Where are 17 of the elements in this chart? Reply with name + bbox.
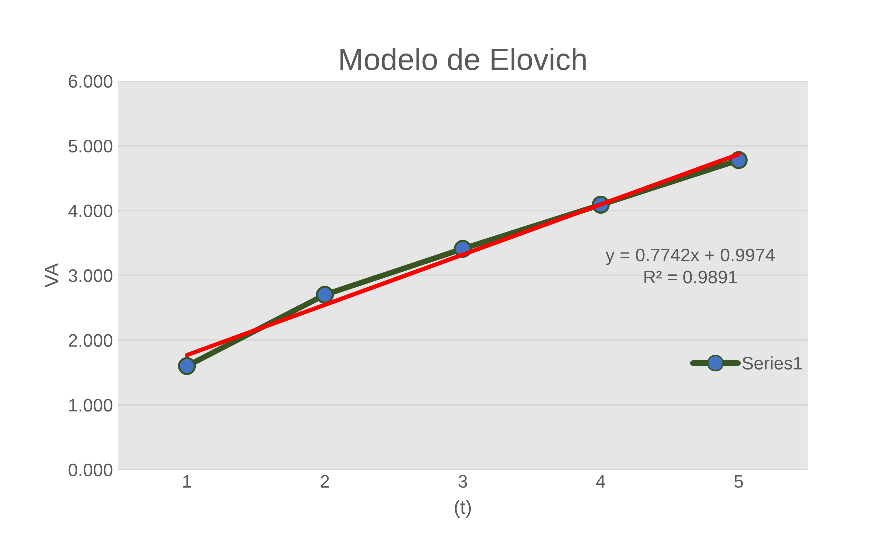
x-tick-label: 3 bbox=[458, 475, 468, 488]
y-tick-label: 1.000 bbox=[70, 399, 113, 412]
legend-label: Series1 bbox=[742, 356, 802, 370]
y-tick-label: 4.000 bbox=[68, 204, 113, 218]
x-tick-label: 2 bbox=[320, 475, 330, 488]
y-tick-label: 3.000 bbox=[68, 270, 113, 282]
x-tick-label: 1 bbox=[184, 475, 192, 488]
x-axis-title: (t) bbox=[455, 500, 472, 518]
annotation: y = 0.7742x + 0.9974 R² = 0.9891 bbox=[606, 248, 775, 284]
y-axis-title: VA bbox=[45, 263, 59, 288]
y-tick-label: 5.000 bbox=[68, 140, 113, 153]
x-tick-label: 4 bbox=[596, 475, 606, 488]
y-tick-label: 2.000 bbox=[69, 334, 113, 348]
y-tick-label: 6.000 bbox=[69, 75, 113, 88]
x-tick-label: 5 bbox=[734, 475, 744, 488]
chart-title: Modelo de Elovich bbox=[340, 48, 586, 70]
y-tick-label: 0.000 bbox=[68, 464, 113, 477]
